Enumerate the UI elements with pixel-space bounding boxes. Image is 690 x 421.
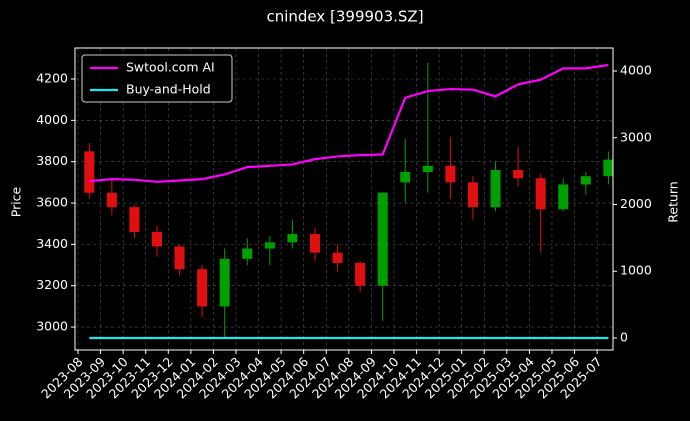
legend-box — [81, 54, 233, 103]
candle-body — [309, 234, 320, 253]
series-line — [89, 63, 609, 183]
candle-body — [355, 262, 366, 286]
legend: Swtool.com AI Buy-and-Hold — [81, 54, 233, 103]
candle-body — [129, 207, 140, 232]
candle-body — [467, 182, 478, 208]
y-axis-label: Price — [9, 186, 24, 217]
candle-body — [400, 172, 411, 183]
legend-label: Buy-and-Hold — [126, 82, 211, 97]
candle-body — [377, 192, 388, 286]
candle-body — [174, 246, 185, 270]
y-tick-label: 3400 — [36, 236, 68, 251]
y-tick-label: 3200 — [36, 277, 68, 292]
y2-tick-label: 0 — [620, 329, 628, 344]
candle-body — [219, 258, 230, 307]
candle-body — [513, 169, 524, 179]
candle-body — [535, 178, 546, 210]
candle-body — [332, 252, 343, 263]
y2-axis-label: Return — [666, 181, 681, 222]
candle-body — [84, 151, 95, 193]
candle-body — [603, 159, 614, 177]
plot-frame — [74, 47, 614, 351]
y2-tick-label: 2000 — [620, 196, 652, 211]
candle-body — [264, 242, 275, 249]
y2-tick-label: 1000 — [620, 263, 652, 278]
chart-title: cnindex [399903.SZ] — [266, 8, 423, 26]
candle-body — [197, 269, 208, 307]
candle-body — [422, 165, 433, 173]
legend-label: Swtool.com AI — [126, 60, 215, 75]
candle-body — [580, 176, 591, 185]
y-tick-label: 3800 — [36, 153, 68, 168]
candle-body — [151, 231, 162, 247]
y2-tick-label: 4000 — [620, 63, 652, 78]
candle-body — [106, 192, 117, 208]
y-tick-label: 3000 — [36, 319, 68, 334]
y-tick-label: 4200 — [36, 71, 68, 86]
candle-body — [490, 169, 501, 208]
y-tick-label: 3600 — [36, 195, 68, 210]
candle-body — [445, 165, 456, 183]
candle-body — [242, 248, 253, 259]
candle-body — [287, 234, 298, 243]
y2-tick-label: 3000 — [620, 129, 652, 144]
candle-body — [558, 184, 569, 210]
y-tick-label: 4000 — [36, 112, 68, 127]
